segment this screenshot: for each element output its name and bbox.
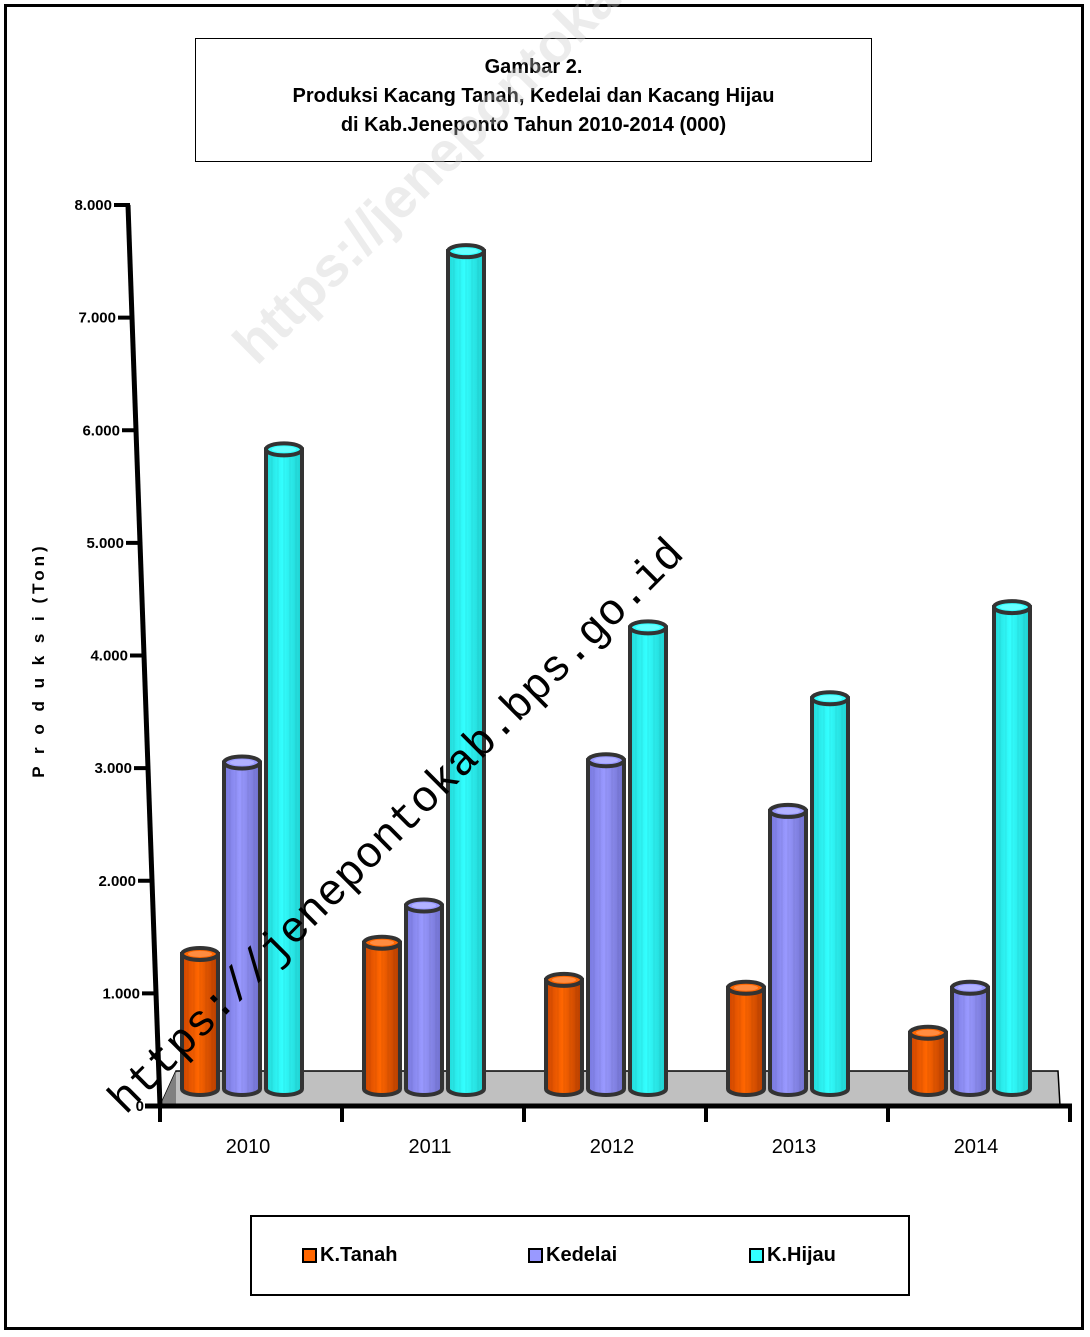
- x-tick-label: 2011: [408, 1136, 451, 1158]
- bar-kedelai-2012: [586, 752, 626, 1097]
- bar-k-hijau-2014: [992, 599, 1032, 1097]
- bar-k-hijau-2011: [446, 243, 486, 1097]
- legend-label-k-hijau: K.Hijau: [767, 1243, 836, 1266]
- chart-title-box: Gambar 2. Produksi Kacang Tanah, Kedelai…: [195, 38, 872, 162]
- x-tick-label: 2012: [590, 1136, 635, 1158]
- legend-label-kedelai: Kedelai: [546, 1243, 618, 1266]
- x-ticks: 2010 2011 2012 2013 2014: [158, 1106, 1072, 1158]
- y-axis-title: P r o d u k s i (Ton): [29, 542, 48, 777]
- bar-k-tanah-2014: [908, 1024, 948, 1097]
- legend-swatch-kedelai: [528, 1247, 543, 1263]
- chart-title-line-2: Produksi Kacang Tanah, Kedelai dan Kacan…: [292, 85, 775, 107]
- y-tick-label: 2.000: [98, 873, 136, 890]
- legend-item-kedelai: Kedelai: [528, 1243, 617, 1267]
- bars: [180, 243, 1032, 1097]
- y-tick-label: 5.000: [86, 535, 124, 552]
- y-tick-label: 1.000: [102, 985, 140, 1002]
- bar-k-tanah-2010: [180, 945, 220, 1097]
- y-tick-label: 6.000: [82, 422, 120, 439]
- bar-k-tanah-2012: [544, 971, 584, 1097]
- bar-kedelai-2013: [768, 802, 808, 1097]
- y-tick-label: 4.000: [90, 648, 128, 665]
- y-tick-label: 7.000: [78, 310, 116, 327]
- bar-kedelai-2010: [222, 754, 262, 1097]
- legend-swatch-k-tanah: [302, 1247, 317, 1263]
- bar-k-hijau-2013: [810, 690, 850, 1097]
- chart-title-line-3: di Kab.Jeneponto Tahun 2010-2014 (000): [340, 114, 727, 136]
- y-tick-label: 3.000: [94, 760, 132, 777]
- legend: K.Tanah Kedelai K.Hijau: [250, 1215, 910, 1296]
- chart-title-line-1: Gambar 2.: [484, 56, 583, 78]
- bar-k-hijau-2012: [628, 619, 668, 1097]
- bar-kedelai-2014: [950, 979, 990, 1097]
- x-tick-label: 2010: [226, 1136, 271, 1158]
- y-ticks: 0 1.000 2.000 3.000 4.000 5.000 6.000 7.000 8.00…: [74, 197, 162, 1115]
- bar-k-tanah-2011: [362, 934, 402, 1097]
- y-tick-label: 0: [136, 1098, 144, 1115]
- bar-k-tanah-2013: [726, 979, 766, 1097]
- bar-k-hijau-2010: [264, 441, 304, 1097]
- legend-item-k-hijau: K.Hijau: [749, 1243, 836, 1267]
- x-tick-label: 2013: [772, 1136, 817, 1158]
- x-tick-label: 2014: [954, 1136, 999, 1158]
- bar-kedelai-2011: [404, 897, 444, 1097]
- y-tick-label: 8.000: [74, 197, 112, 214]
- legend-item-k-tanah: K.Tanah: [302, 1243, 397, 1267]
- legend-swatch-k-hijau: [749, 1247, 764, 1263]
- legend-label-k-tanah: K.Tanah: [320, 1243, 398, 1266]
- chart-frame: [4, 4, 1084, 1330]
